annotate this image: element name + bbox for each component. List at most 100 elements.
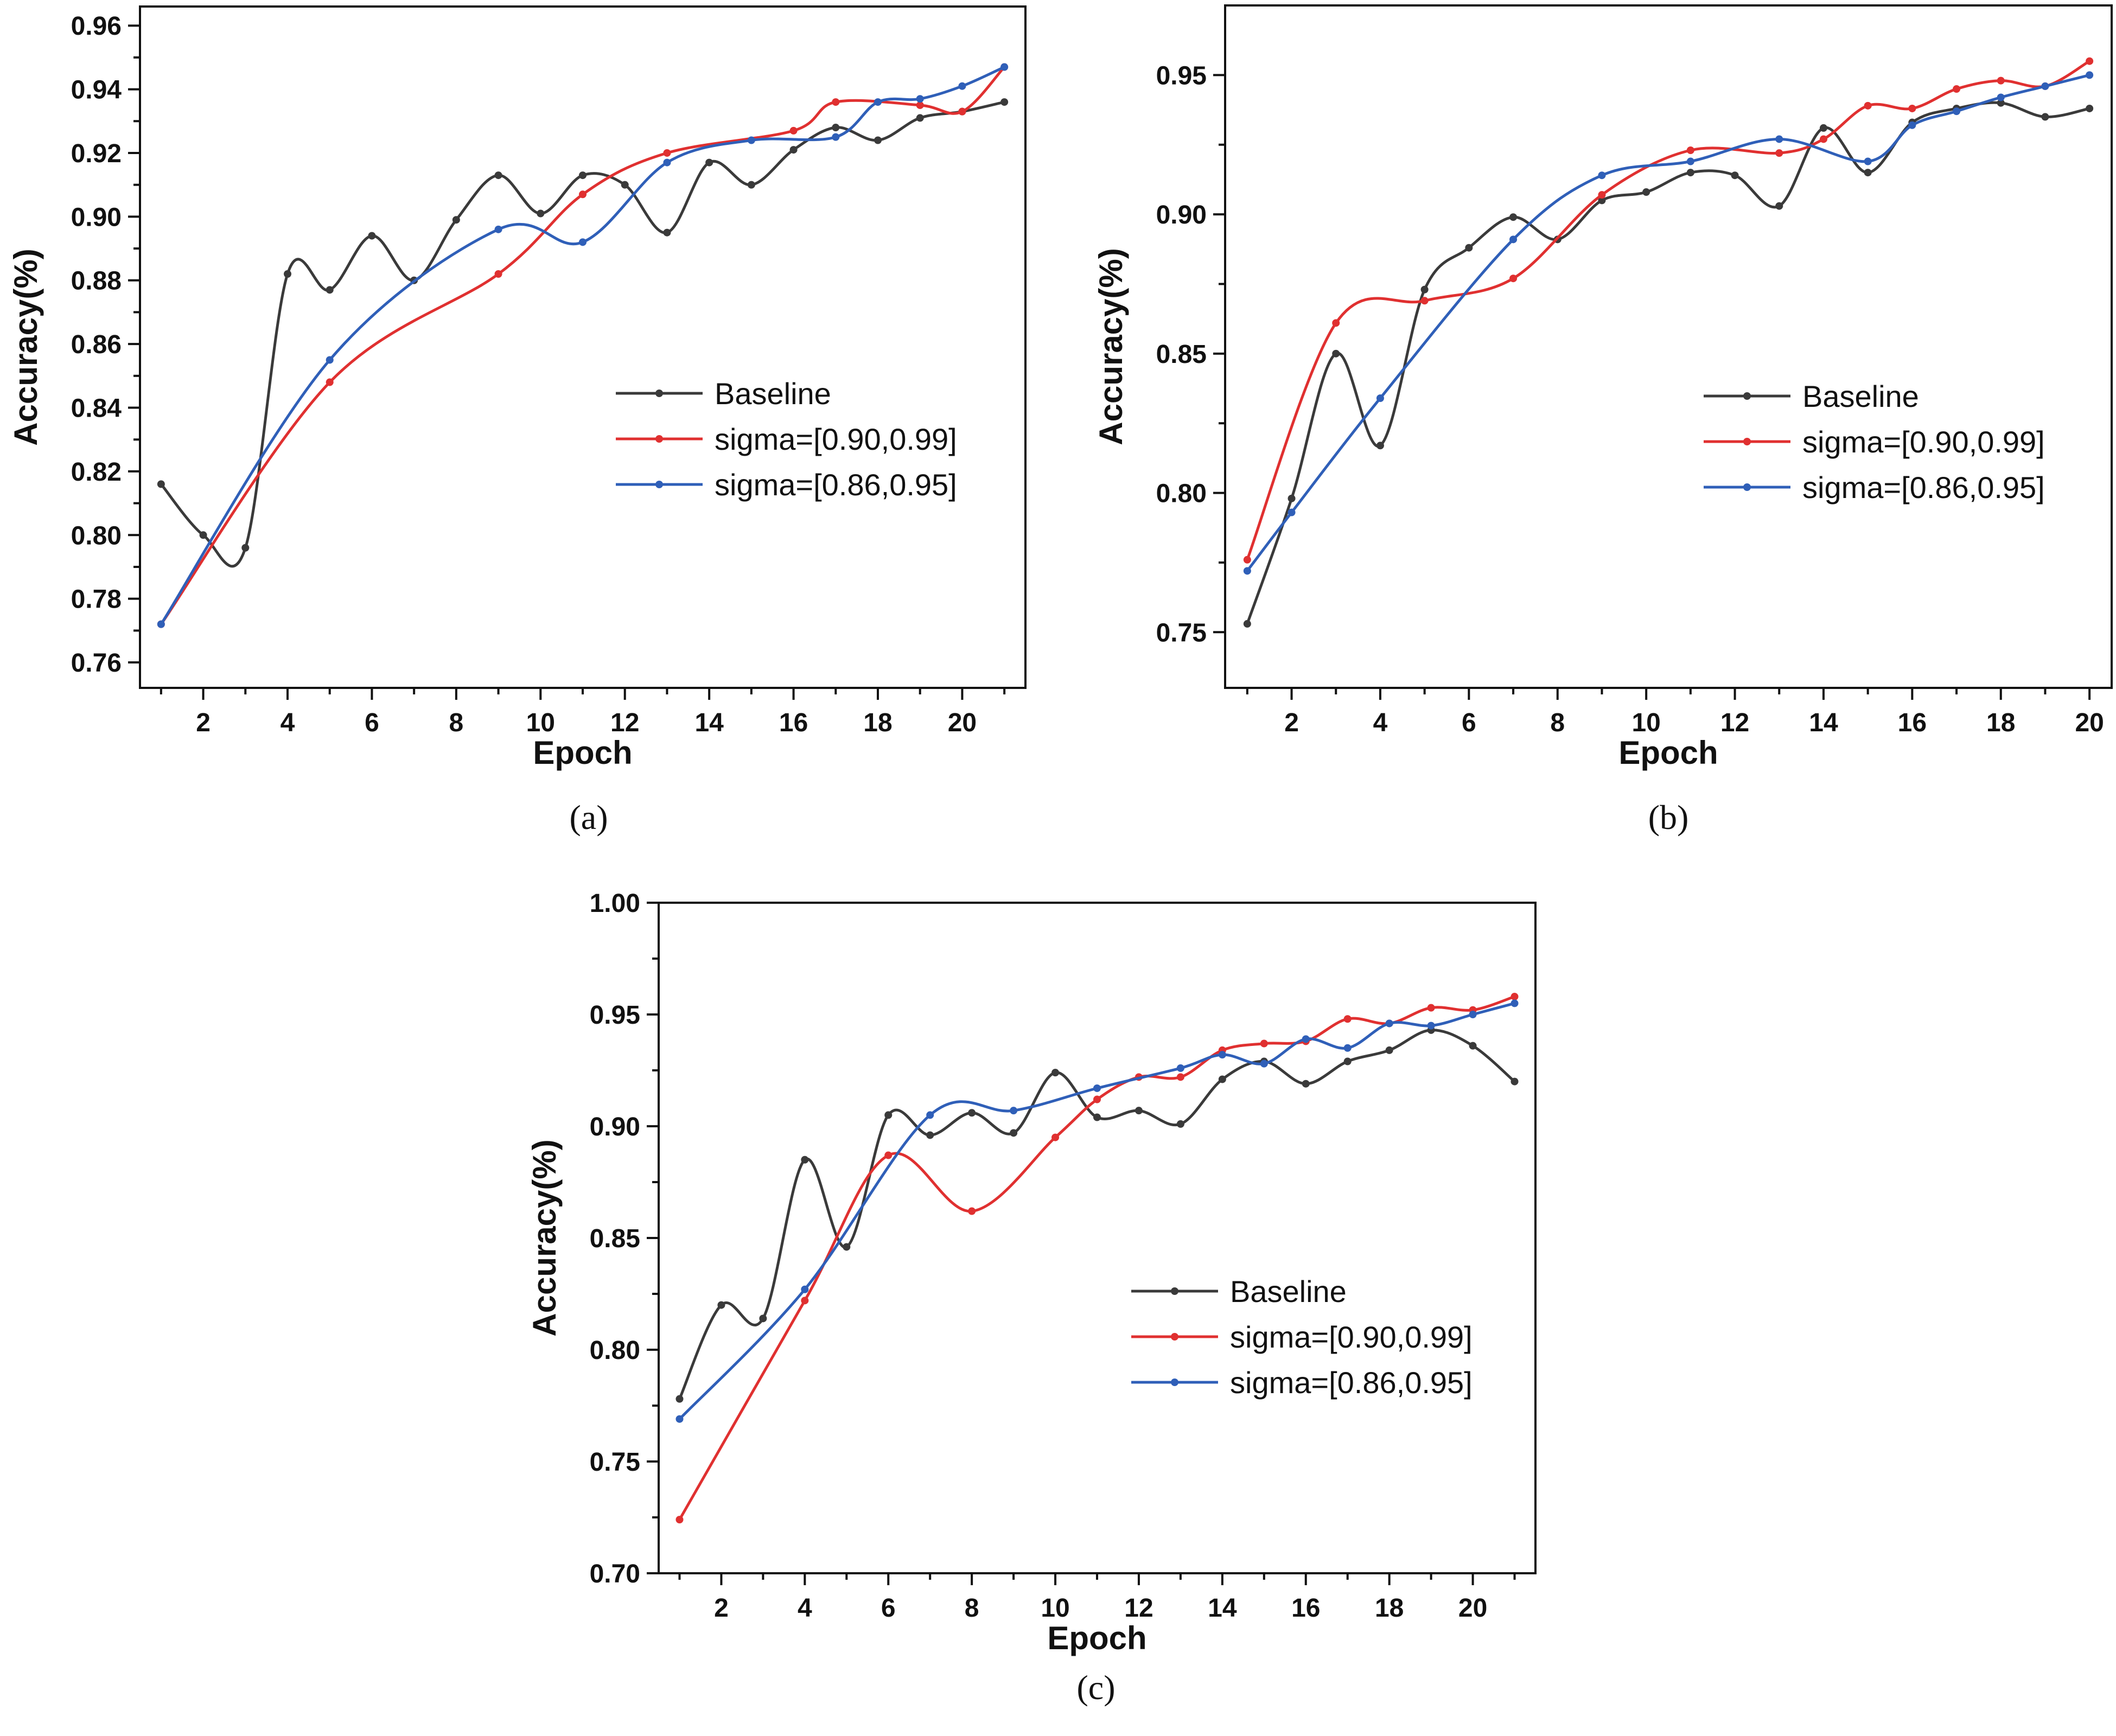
- y-axis-title: Accuracy(%): [526, 1139, 563, 1337]
- chart-panel-2: 2 4 6 8 10 12 14 16 18 20 0.75 0.80 0.85 0.90 0.95 Epoc…: [1093, 4, 2113, 837]
- plot-frame: [1224, 4, 2113, 689]
- series-1-point: [801, 1156, 809, 1164]
- x-tick-label: 16: [1291, 1594, 1320, 1623]
- series-3-point: [1510, 999, 1519, 1007]
- series-3-point: [747, 136, 755, 144]
- series-2-point: [1427, 1004, 1435, 1012]
- series-2-point: [2086, 57, 2094, 65]
- x-tick-label: 14: [694, 709, 724, 737]
- series-2-point: [1509, 275, 1518, 283]
- legend: Baseline sigma=[0.90,0.99] sigma=[0.86,0.9…: [1131, 1274, 1473, 1400]
- series-1-point: [2041, 113, 2049, 121]
- series-3-point: [916, 95, 924, 103]
- series-1-point: [832, 124, 840, 132]
- chart-panel-1: 2 4 6 8 10 12 14 16 18 20 0.76 0.78 0.80 0.82 0.84 0.86…: [8, 5, 1027, 837]
- x-tick-label: 12: [610, 709, 639, 737]
- x-tick-label: 14: [1809, 709, 1838, 737]
- series-3-point: [2041, 82, 2049, 90]
- x-tick-label: 8: [965, 1594, 979, 1623]
- series-1-point: [1288, 494, 1296, 502]
- series-1-point: [241, 544, 250, 552]
- legend-label-2: sigma=[0.90,0.99]: [1230, 1320, 1473, 1354]
- series-3-point: [1385, 1019, 1393, 1027]
- series-1-point: [759, 1314, 767, 1323]
- series-2-point: [1343, 1015, 1352, 1023]
- series-3-point: [1010, 1107, 1018, 1115]
- x-tick-label: 4: [1373, 709, 1388, 737]
- legend-marker-1: [1743, 392, 1751, 400]
- series-1-point: [968, 1109, 976, 1117]
- series-1-point: [157, 480, 165, 488]
- legend-marker-1: [1171, 1287, 1178, 1295]
- y-tick-label: 0.85: [590, 1224, 640, 1253]
- x-axis-title: Epoch: [1618, 735, 1718, 771]
- series-1-point: [1385, 1046, 1393, 1054]
- series-2-point: [1686, 146, 1694, 155]
- series-1-point: [326, 286, 334, 294]
- series-1-point: [579, 171, 587, 180]
- panel-caption: (a): [569, 798, 608, 837]
- y-tick-label: 0.95: [590, 1001, 640, 1030]
- legend-marker-2: [1743, 438, 1751, 445]
- x-tick-label: 20: [2075, 709, 2104, 737]
- series-3-point: [1775, 135, 1783, 143]
- series-1-point: [717, 1301, 725, 1309]
- x-tick-label: 8: [1550, 709, 1565, 737]
- series-1-point: [1864, 169, 1872, 177]
- y-tick-label: 0.94: [71, 76, 122, 105]
- legend: Baseline sigma=[0.90,0.99] sigma=[0.86,0.9…: [616, 376, 957, 502]
- series-2-point: [1332, 319, 1340, 327]
- legend-marker-1: [655, 390, 663, 397]
- legend-label-3: sigma=[0.86,0.95]: [715, 468, 957, 502]
- x-tick-label: 10: [1041, 1594, 1069, 1623]
- series-1-point: [2086, 104, 2094, 112]
- x-tick-label: 6: [1462, 709, 1476, 737]
- series-2-point: [1420, 297, 1429, 305]
- y-axis-title: Accuracy(%): [8, 248, 44, 446]
- series-2-point: [968, 1207, 976, 1215]
- series-2-point: [916, 101, 924, 109]
- series-2-point: [1260, 1039, 1268, 1048]
- series-3-point: [1427, 1022, 1435, 1030]
- y-tick-label: 0.76: [71, 649, 122, 678]
- series-3-point: [1260, 1060, 1268, 1068]
- panel-caption: (b): [1648, 798, 1689, 837]
- series-1-point: [494, 171, 502, 180]
- series-1-point: [284, 270, 291, 278]
- series-2-point: [1176, 1073, 1184, 1081]
- series-3-point: [832, 133, 840, 141]
- series-1-point: [1642, 188, 1650, 196]
- series-2-point: [832, 98, 840, 106]
- series-2-point: [958, 107, 966, 116]
- legend-label-1: Baseline: [1802, 379, 1919, 413]
- y-tick-label: 0.82: [71, 458, 122, 487]
- series-3-point: [1243, 567, 1251, 575]
- series-3-point: [157, 620, 165, 628]
- x-tick-label: 20: [948, 709, 977, 737]
- y-tick-label: 0.88: [71, 267, 122, 296]
- series-1-point: [789, 146, 798, 154]
- series-1-point: [368, 232, 376, 240]
- series-2-point: [789, 126, 798, 135]
- x-tick-label: 6: [365, 709, 379, 737]
- series-2-point: [1093, 1095, 1101, 1103]
- chart-panel-3: 2 4 6 8 10 12 14 16 18 20 0.70 0.75 0.80 0.85 0.90 0.95…: [526, 889, 1537, 1707]
- series-2-point: [663, 149, 671, 157]
- series-1-point: [1010, 1129, 1018, 1137]
- series-3-point: [494, 225, 502, 233]
- x-tick-label: 16: [779, 709, 808, 737]
- legend-marker-3: [1743, 483, 1751, 491]
- series-1-point: [843, 1243, 851, 1251]
- legend-label-2: sigma=[0.90,0.99]: [1802, 425, 2045, 459]
- series-1-point: [199, 531, 207, 539]
- y-tick-label: 0.75: [590, 1448, 640, 1477]
- series-1-point: [1051, 1069, 1060, 1077]
- y-axis-title: Accuracy(%): [1093, 248, 1129, 445]
- series-1-point: [1469, 1042, 1477, 1050]
- y-tick-label: 0.75: [1156, 618, 1207, 647]
- series-1-point: [747, 181, 755, 189]
- series-line-3: [1246, 73, 2091, 572]
- y-tick-label: 0.84: [71, 394, 122, 423]
- x-tick-label: 16: [1898, 709, 1927, 737]
